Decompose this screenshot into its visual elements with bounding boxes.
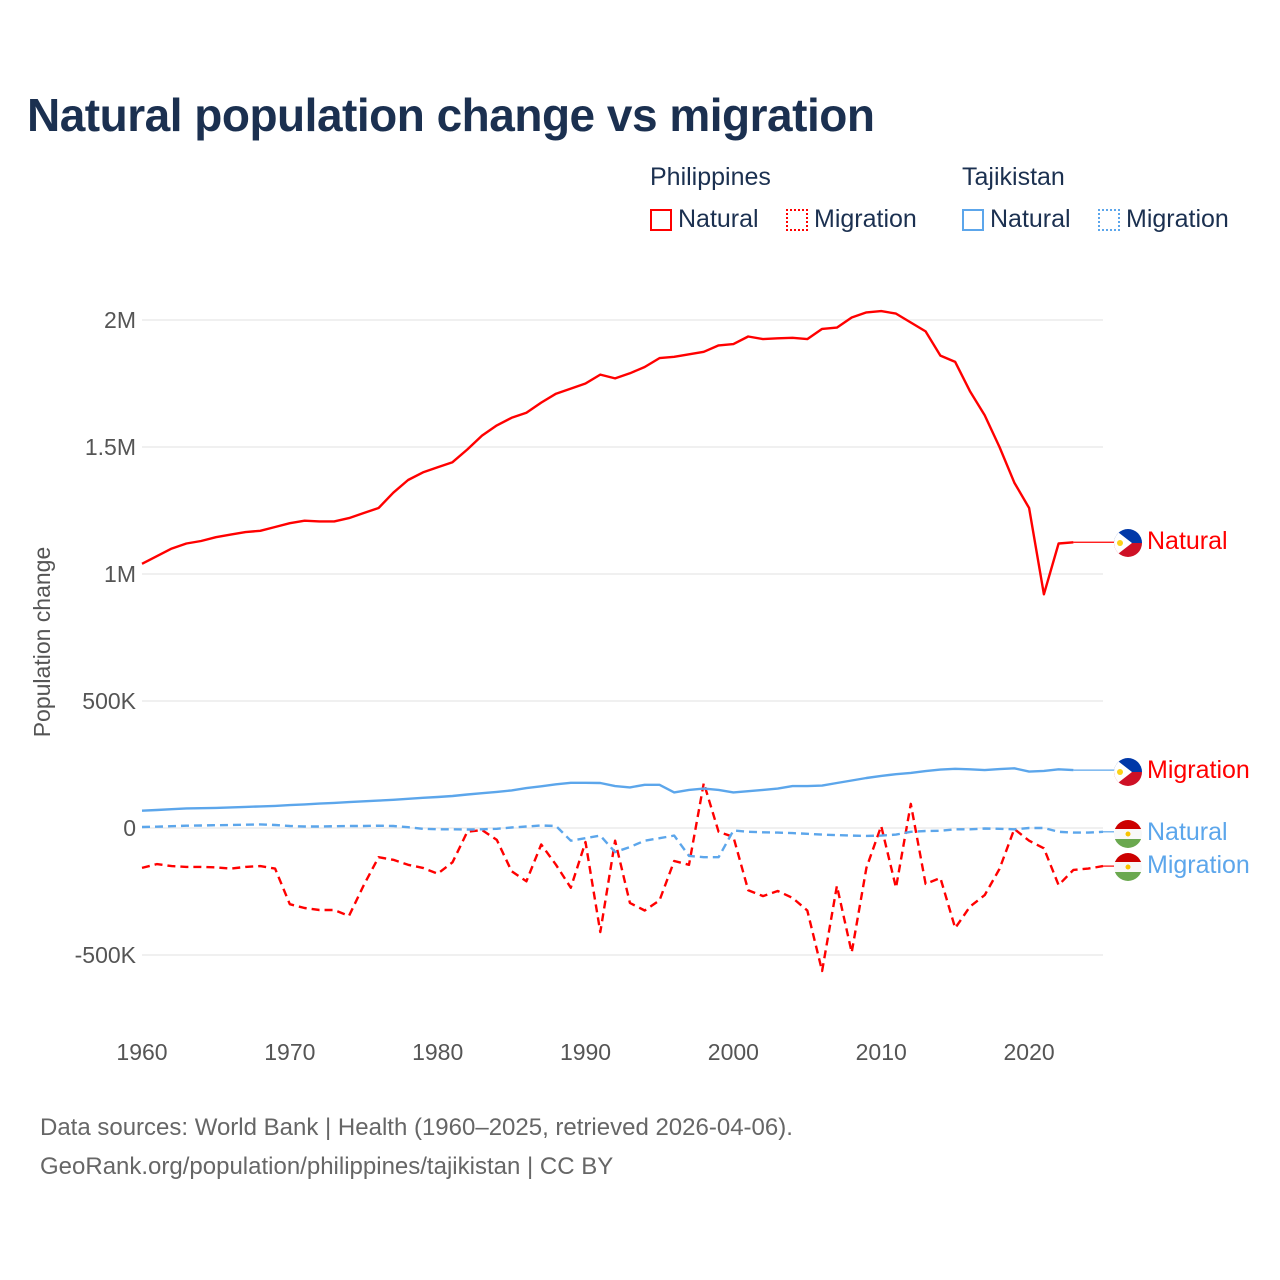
tajikistan-flag-icon: [1114, 853, 1142, 881]
y-tick-label: -500K: [75, 942, 137, 968]
y-tick-label: 2M: [104, 307, 136, 333]
x-tick-label: 2000: [708, 1039, 759, 1065]
series-line-philippines-natural: [141, 309, 1074, 596]
x-tick-label: 1990: [560, 1039, 611, 1065]
flag-body: [1114, 529, 1142, 557]
flag-stripe: [1114, 853, 1142, 862]
legend-label: Natural: [990, 205, 1071, 233]
legend-label: Migration: [814, 205, 917, 233]
legend-label: Natural: [678, 205, 759, 233]
legend-item-tajikistan-migration[interactable]: Migration: [1098, 205, 1229, 234]
flag-crown: [1125, 864, 1131, 870]
philippines-flag-icon: [1114, 529, 1142, 557]
flag-body: [1114, 820, 1142, 848]
flag-stripe: [1114, 872, 1142, 881]
x-tick-label: 1980: [412, 1039, 463, 1065]
source-link[interactable]: GeoRank.org/population/philippines/tajik…: [40, 1153, 614, 1180]
legend-item-philippines-natural[interactable]: Natural: [650, 205, 759, 234]
flag-sun: [1117, 540, 1123, 546]
y-tick-label: 500K: [82, 688, 136, 714]
series-line-philippines-migration: [141, 781, 1104, 973]
legend-item-tajikistan-natural[interactable]: Natural: [962, 205, 1071, 234]
legend-item-philippines-migration[interactable]: Migration: [786, 205, 917, 234]
flag-body: [1114, 853, 1142, 881]
legend-swatch-dotted-icon: [1098, 208, 1120, 231]
end-label: Migration: [1147, 756, 1250, 784]
x-tick-label: 1960: [116, 1039, 167, 1065]
flag-crown: [1125, 831, 1131, 837]
tajikistan-flag-icon: [1114, 820, 1142, 848]
flag-stripe: [1114, 820, 1142, 829]
y-tick-label: 1.5M: [85, 434, 136, 460]
flag-sun: [1117, 769, 1123, 775]
legend-label: Migration: [1126, 205, 1229, 233]
end-label: Natural: [1147, 818, 1228, 846]
y-axis-label: Population change: [29, 547, 55, 738]
x-tick-label: 2010: [856, 1039, 907, 1065]
philippines-flag-icon: [1114, 758, 1142, 786]
chart-title: Natural population change vs migration: [27, 89, 875, 141]
legend-group-tajikistan: Tajikistan: [962, 163, 1065, 191]
legend-group-philippines: Philippines: [650, 163, 771, 191]
x-tick-label: 2020: [1003, 1039, 1054, 1065]
x-tick-label: 1970: [264, 1039, 315, 1065]
footer: Data sources: World Bank | Health (1960–…: [40, 1108, 793, 1186]
series-line-tajikistan-natural: [141, 767, 1074, 812]
y-tick-label: 0: [123, 815, 136, 841]
end-label: Migration: [1147, 851, 1250, 879]
flag-body: [1114, 758, 1142, 786]
legend-swatch-solid-icon: [650, 208, 672, 231]
flag-stripe: [1114, 839, 1142, 848]
legend-swatch-dotted-icon: [786, 208, 808, 231]
legend-swatch-solid-icon: [962, 208, 984, 231]
data-source-note: Data sources: World Bank | Health (1960–…: [40, 1114, 793, 1141]
series-line-tajikistan-migration: [141, 823, 1104, 859]
y-tick-label: 1M: [104, 561, 136, 587]
end-label: Natural: [1147, 527, 1228, 555]
